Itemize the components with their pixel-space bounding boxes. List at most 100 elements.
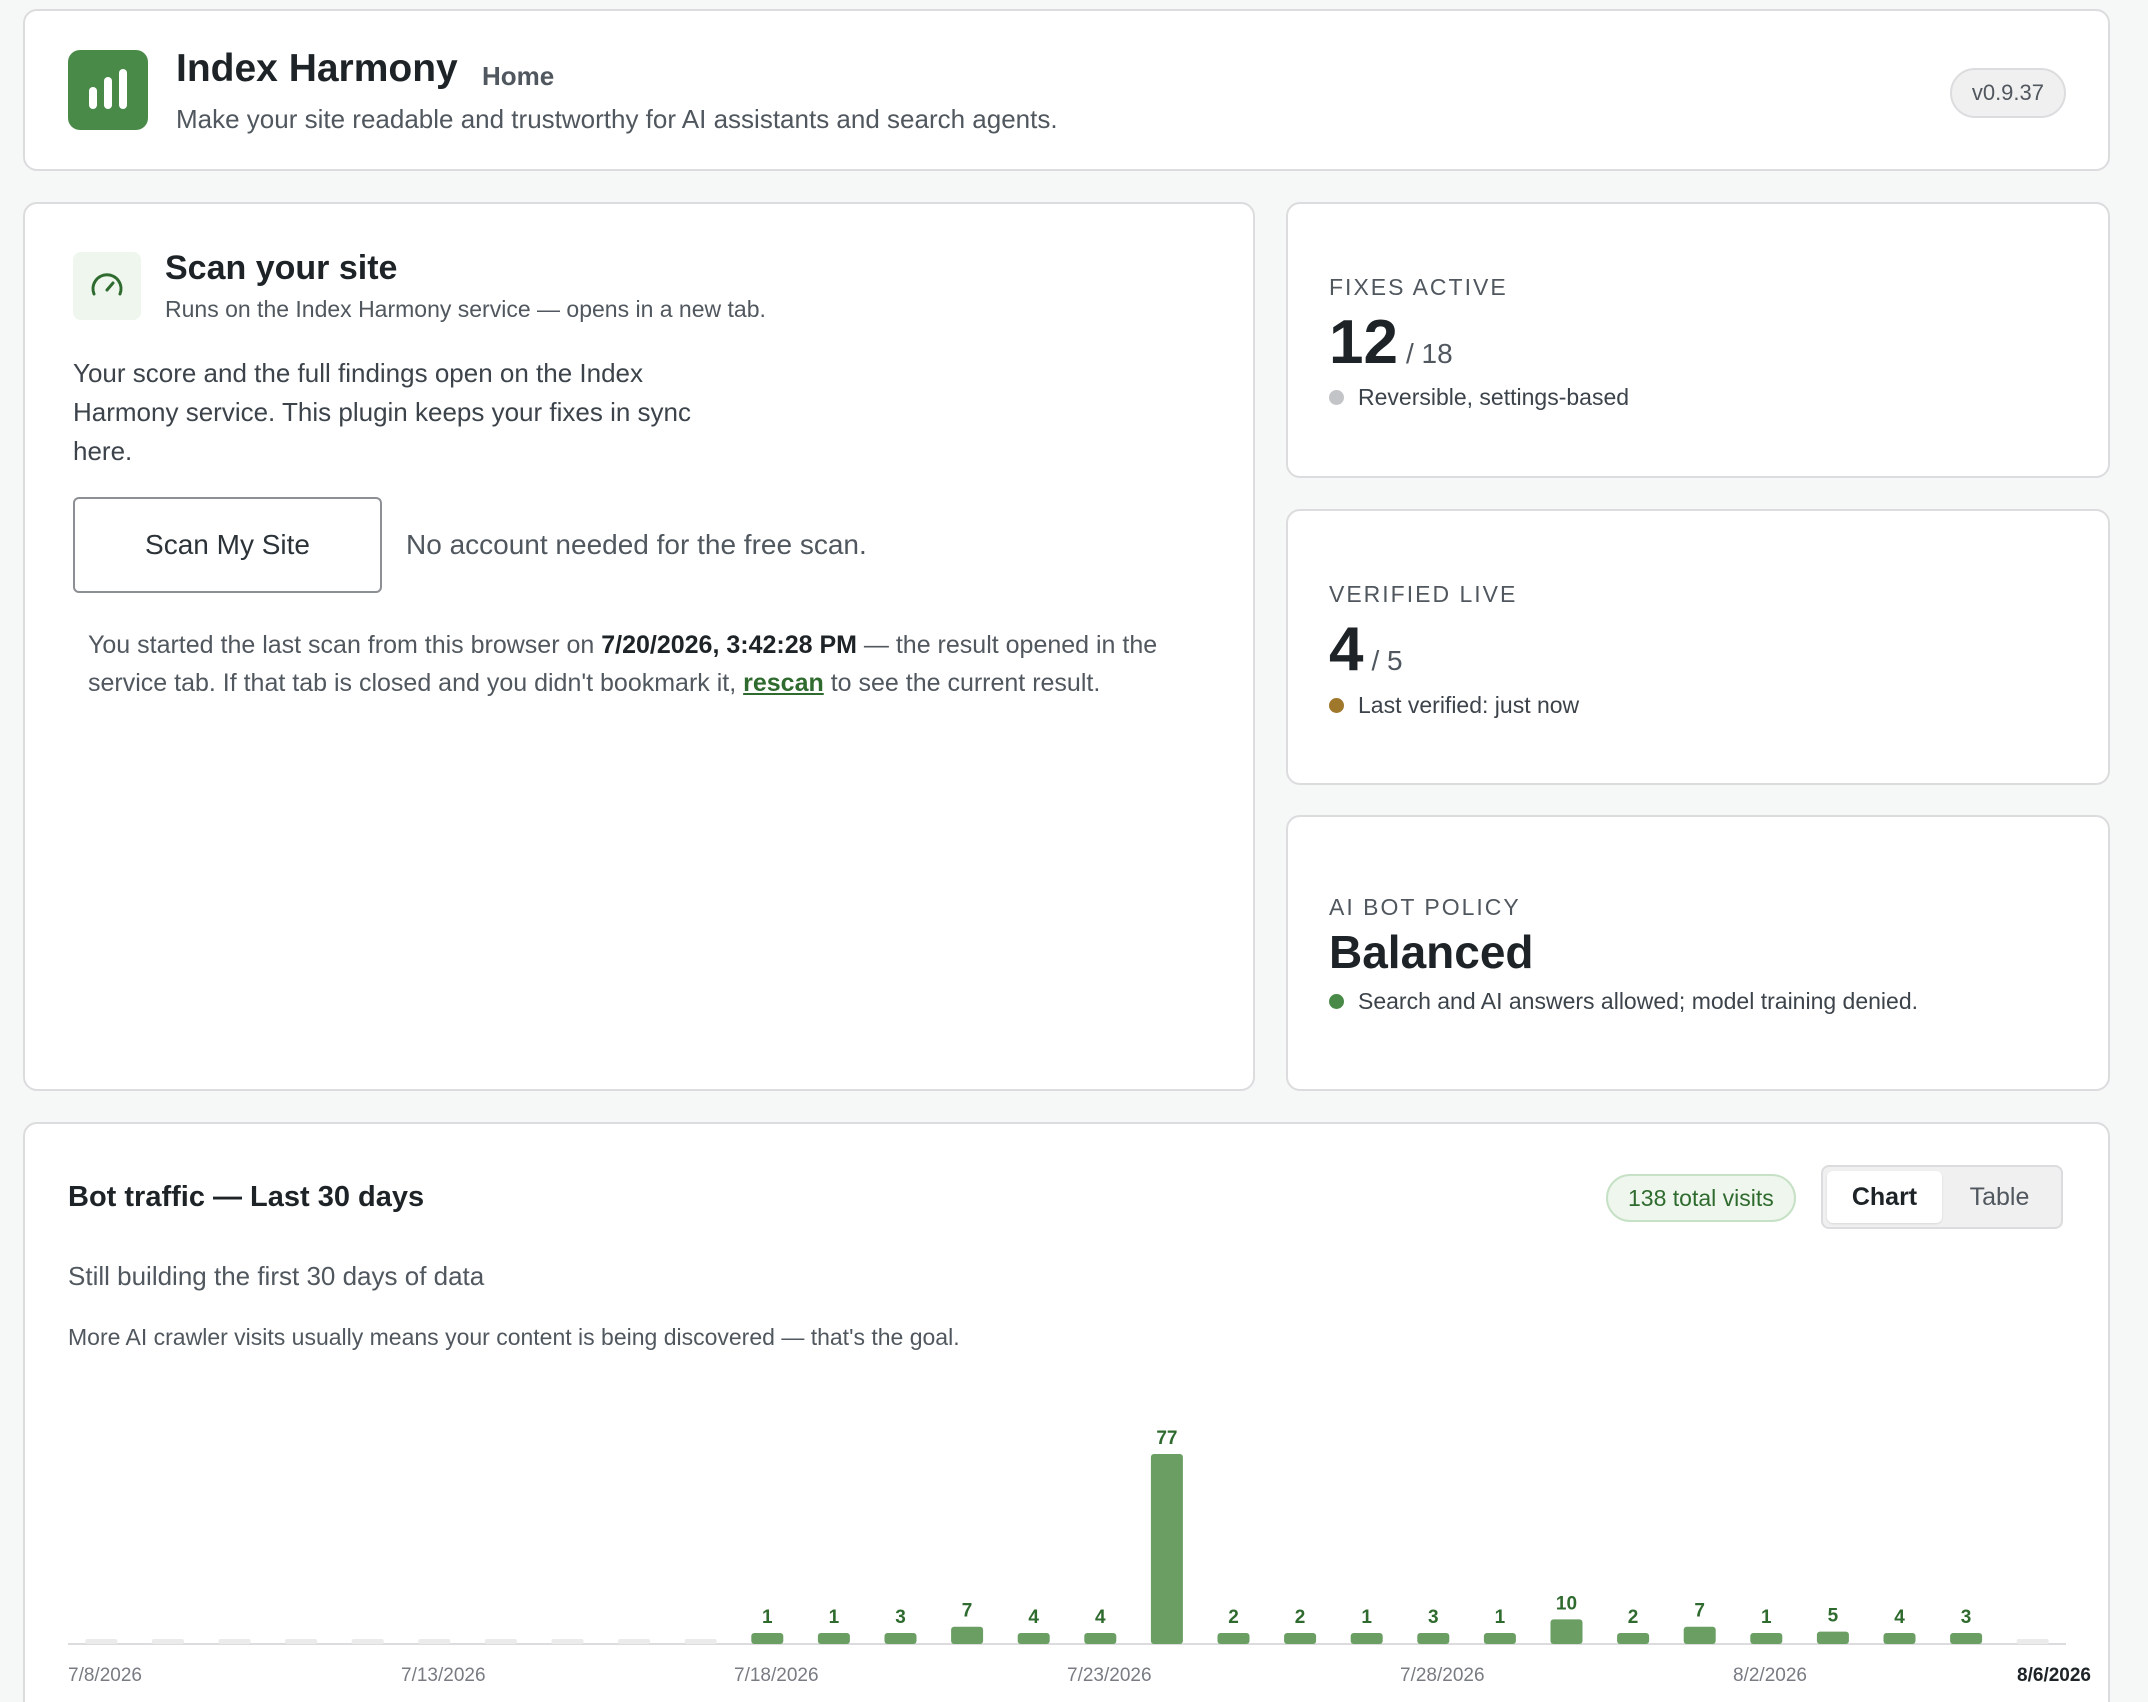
verified-count: 4 xyxy=(1329,615,1364,684)
rescan-link[interactable]: rescan xyxy=(743,669,824,697)
chart-bar[interactable] xyxy=(1483,1633,1516,1644)
verified-total: / 5 xyxy=(1371,645,1403,676)
scan-subtitle: Runs on the Index Harmony service — open… xyxy=(165,296,766,322)
chart-bar[interactable] xyxy=(618,1639,651,1644)
chart-bar[interactable] xyxy=(85,1639,118,1644)
chart-bar[interactable] xyxy=(884,1633,917,1644)
bar-value-label: 10 xyxy=(1556,1593,1577,1614)
verified-live-card: Verified live 4/ 5 Last verified: just n… xyxy=(1286,509,2110,785)
chart-bar[interactable] xyxy=(684,1639,717,1644)
policy-note: Search and AI answers allowed; model tra… xyxy=(1329,988,1918,1015)
scan-my-site-button[interactable]: Scan My Site xyxy=(73,497,382,593)
bar-value-label: 5 xyxy=(1828,1606,1839,1627)
status-dot xyxy=(1329,698,1344,713)
scan-card: Scan your site Runs on the Index Harmony… xyxy=(23,202,1255,1091)
chart-bar[interactable] xyxy=(1350,1633,1383,1644)
chart-bar[interactable] xyxy=(151,1639,184,1644)
last-scan-prefix: You started the last scan from this brow… xyxy=(88,631,602,659)
bar-value-label: 2 xyxy=(1295,1607,1306,1628)
x-tick-label: 7/23/2026 xyxy=(1067,1665,1152,1686)
traffic-note: More AI crawler visits usually means you… xyxy=(68,1324,960,1350)
bar-value-label: 1 xyxy=(829,1607,840,1628)
header-card: Index Harmony Home Make your site readab… xyxy=(23,9,2110,171)
chart-bar[interactable] xyxy=(1017,1633,1050,1644)
bar-value-label: 4 xyxy=(1894,1607,1905,1628)
bar-value-label: 1 xyxy=(1495,1607,1506,1628)
bar-value-label: 1 xyxy=(762,1607,773,1628)
chart-bar[interactable] xyxy=(285,1639,318,1644)
bar-value-label: 2 xyxy=(1228,1607,1239,1628)
chart-bar[interactable] xyxy=(1683,1626,1716,1644)
bar-value-label: 77 xyxy=(1156,1428,1177,1449)
policy-note-text: Search and AI answers allowed; model tra… xyxy=(1358,988,1919,1014)
bar-value-label: 3 xyxy=(1961,1607,1972,1628)
chart-bar[interactable] xyxy=(1284,1633,1317,1644)
x-tick-label: 8/6/2026 xyxy=(2017,1665,2091,1686)
app-title: Index Harmony xyxy=(176,47,458,90)
scan-description: Your score and the full findings open on… xyxy=(73,358,691,466)
chart-bar[interactable] xyxy=(1816,1631,1849,1644)
bot-traffic-title: Bot traffic — Last 30 days xyxy=(68,1181,425,1213)
x-tick-label: 7/18/2026 xyxy=(734,1665,819,1686)
chart-bar[interactable] xyxy=(751,1633,784,1644)
last-scan-middle: — the result opened in the service tab. … xyxy=(88,631,1158,697)
chart-bar[interactable] xyxy=(351,1639,384,1644)
table-view-button[interactable]: Table xyxy=(1942,1171,2057,1223)
x-tick-label: 8/2/2026 xyxy=(1733,1665,1807,1686)
last-scan-info: You started the last scan from this brow… xyxy=(88,626,1218,702)
chart-bar[interactable] xyxy=(1084,1633,1117,1644)
fixes-total: / 18 xyxy=(1405,338,1453,369)
chart-bar[interactable] xyxy=(551,1639,584,1644)
fixes-note-text: Reversible, settings-based xyxy=(1358,384,1630,410)
chart-bar[interactable] xyxy=(817,1633,850,1644)
bar-chart-logo-icon xyxy=(68,50,148,130)
fixes-note: Reversible, settings-based xyxy=(1329,384,1629,411)
last-scan-time: 7/20/2026, 3:42:28 PM xyxy=(601,631,857,659)
x-tick-label: 7/8/2026 xyxy=(68,1665,142,1686)
chart-bar[interactable] xyxy=(1750,1633,1783,1644)
view-toggle: Chart Table xyxy=(1821,1165,2063,1229)
ai-bot-policy-label: AI bot policy xyxy=(1329,894,1521,920)
bar-value-label: 7 xyxy=(1694,1601,1705,1622)
bar-value-label: 3 xyxy=(1428,1607,1439,1628)
version-badge: v0.9.37 xyxy=(1949,68,2066,118)
bar-value-label: 1 xyxy=(1761,1607,1772,1628)
chart-view-button[interactable]: Chart xyxy=(1827,1171,1942,1223)
chart-bar[interactable] xyxy=(2016,1639,2049,1644)
chart-bar[interactable] xyxy=(1217,1633,1250,1644)
verified-note: Last verified: just now xyxy=(1329,692,1579,719)
chart-bar[interactable] xyxy=(951,1626,984,1644)
chart-bar[interactable] xyxy=(1550,1619,1583,1644)
verified-live-label: Verified live xyxy=(1329,581,1518,607)
scan-button-note: No account needed for the free scan. xyxy=(406,529,867,560)
breadcrumb: Home xyxy=(482,61,555,91)
x-tick-label: 7/28/2026 xyxy=(1400,1665,1485,1686)
bot-traffic-chart: 1 1 3 7 4 4 77 2 2 1 3 1 10 2 7 1 5 4 3 7/8/2026 7/13/2026 7/… xyxy=(68,1428,2091,1686)
status-dot xyxy=(1329,390,1344,405)
chart-bar[interactable] xyxy=(1883,1633,1916,1644)
bar-value-label: 4 xyxy=(1028,1607,1039,1628)
chart-bar[interactable] xyxy=(484,1639,517,1644)
verified-live-value: 4/ 5 xyxy=(1329,614,1403,685)
chart-bar[interactable] xyxy=(1950,1633,1983,1644)
bar-value-label: 7 xyxy=(962,1601,973,1622)
chart-bar[interactable] xyxy=(418,1639,451,1644)
fixes-active-value: 12/ 18 xyxy=(1329,307,1453,378)
gauge-icon xyxy=(73,252,141,320)
chart-bar[interactable] xyxy=(1617,1633,1650,1644)
status-dot xyxy=(1329,994,1344,1009)
verified-note-text: Last verified: just now xyxy=(1358,692,1580,718)
ai-bot-policy-card: AI bot policy Balanced Search and AI ans… xyxy=(1286,815,2110,1091)
last-scan-suffix: to see the current result. xyxy=(823,669,1101,697)
chart-bar[interactable] xyxy=(1417,1633,1450,1644)
bar-value-label: 1 xyxy=(1361,1607,1372,1628)
bar-value-label: 3 xyxy=(895,1607,906,1628)
fixes-active-card: Fixes active 12/ 18 Reversible, settings… xyxy=(1286,202,2110,478)
bar-value-label: 2 xyxy=(1628,1607,1639,1628)
x-tick-label: 7/13/2026 xyxy=(401,1665,486,1686)
bot-traffic-card: Bot traffic — Last 30 days 138 total vis… xyxy=(23,1122,2110,1702)
chart-bar[interactable] xyxy=(1150,1454,1183,1644)
chart-bar[interactable] xyxy=(218,1639,251,1644)
bar-value-label: 4 xyxy=(1095,1607,1106,1628)
data-status: Still building the first 30 days of data xyxy=(68,1261,485,1291)
